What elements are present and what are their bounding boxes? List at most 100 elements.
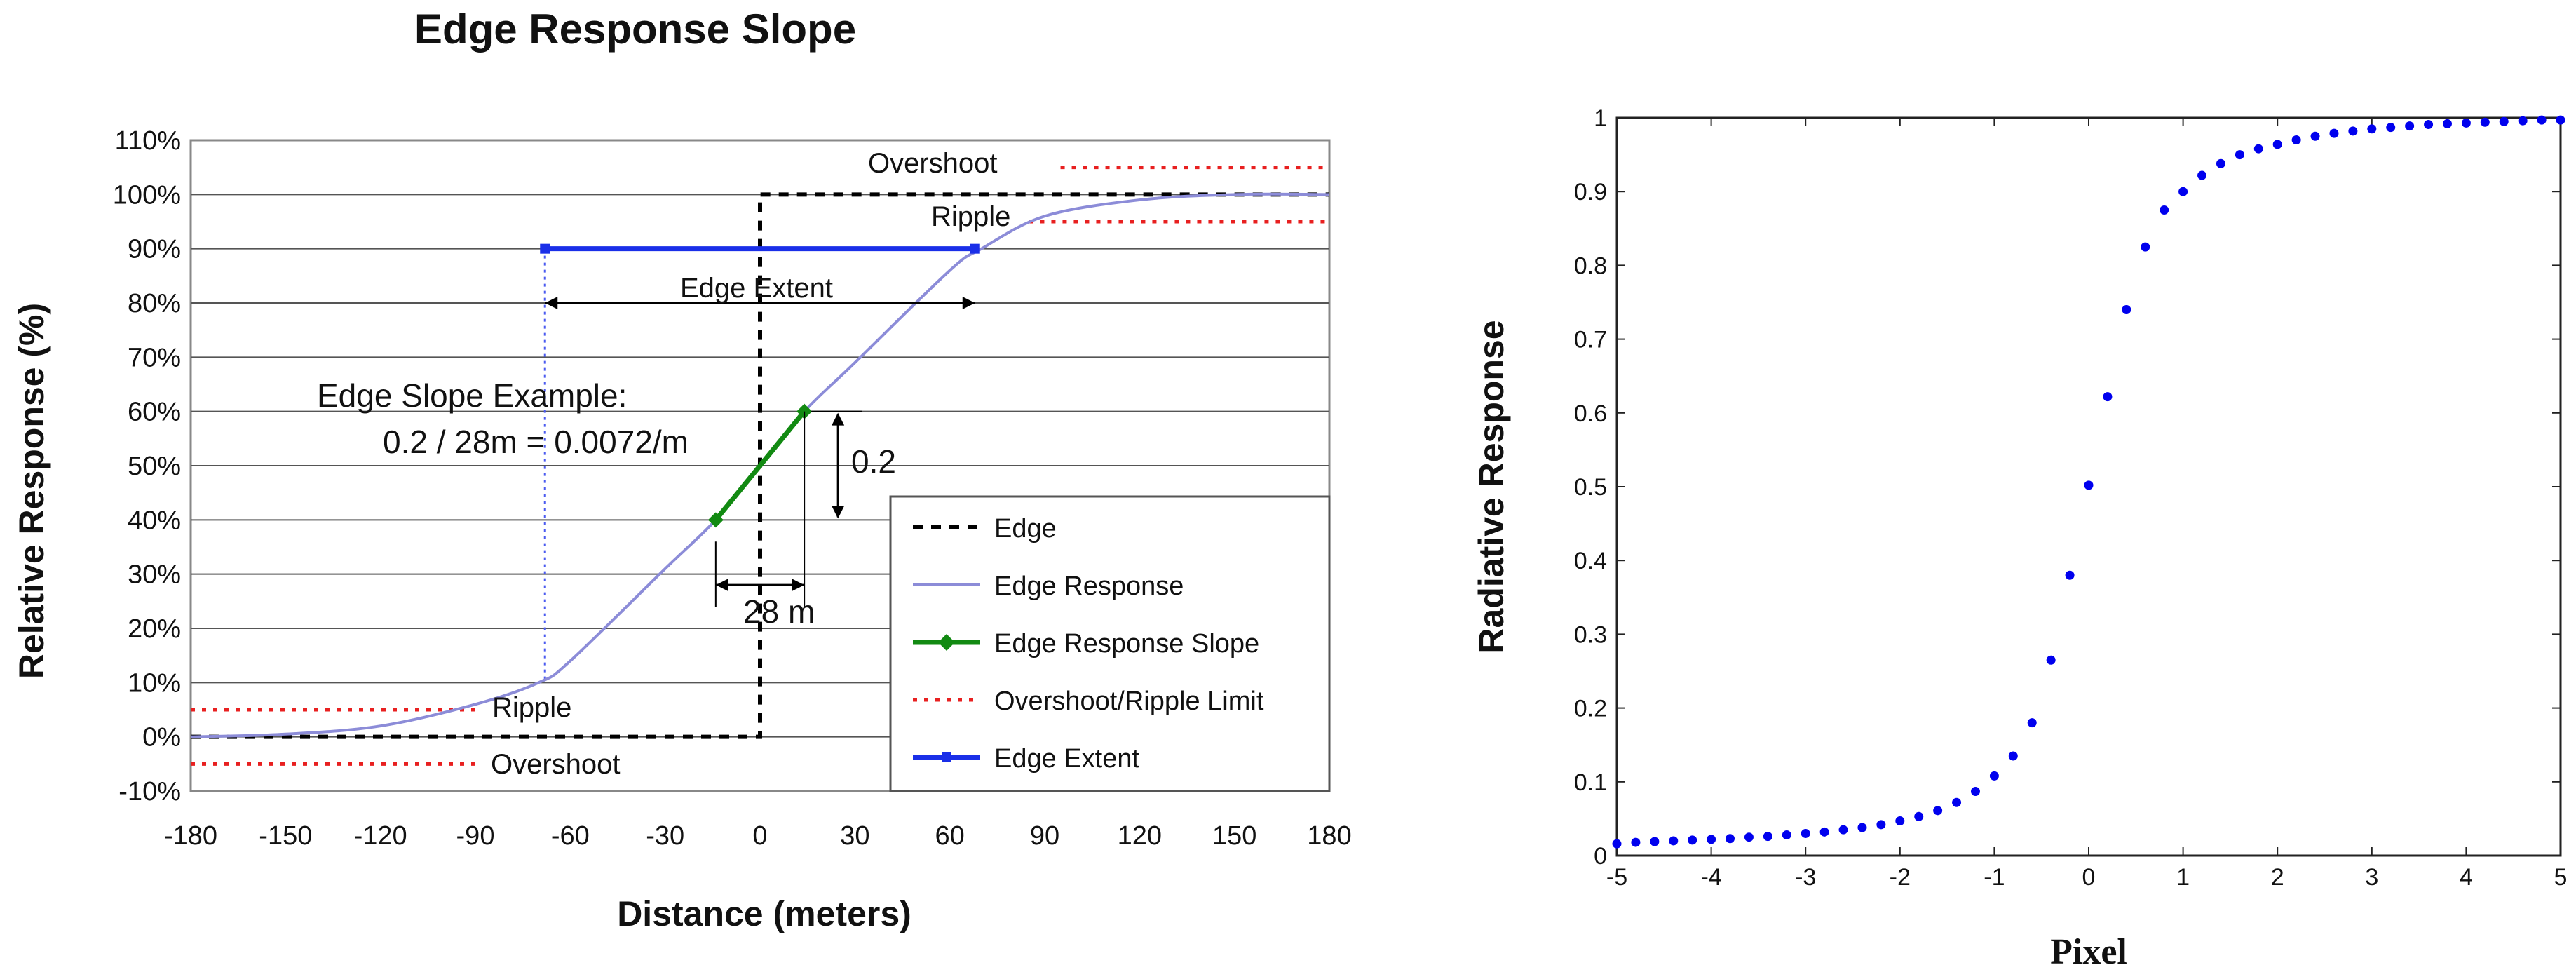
data-point	[2197, 170, 2207, 180]
y-tick-label: 0.5	[1574, 474, 1607, 501]
data-point	[1707, 835, 1716, 844]
data-point	[2046, 655, 2056, 665]
run-arrowhead-right	[792, 579, 805, 592]
x-tick-label: -60	[551, 821, 590, 851]
edge-response-slope-marker	[707, 512, 724, 528]
data-point	[2442, 119, 2452, 128]
legend-swatch-slope-marker	[938, 634, 955, 651]
data-point	[1763, 832, 1772, 842]
annotation-slope-example-line1: Edge Slope Example:	[317, 377, 627, 414]
annotation-run: 28 m	[743, 593, 815, 630]
rise-arrowhead-top	[832, 412, 845, 426]
run-arrowhead-left	[715, 579, 728, 592]
edge-extent-arrowhead-left	[545, 297, 558, 309]
y-tick-label: 20%	[128, 614, 181, 644]
x-tick-label: -4	[1700, 864, 1721, 891]
x-tick-label: -2	[1890, 864, 1911, 891]
legend: Edge Edge Response Edge Response Slope O…	[889, 495, 1331, 792]
y-tick-label: 10%	[128, 668, 181, 698]
radiative-response-chart: 0 0.1 0.2 0.3 0.4 0.5 0.6 0.7 0.8 0.9 1 -5 -4 -3 -2 -1…	[1472, 105, 2567, 972]
edge-response-chart: Edge Response Slope -10% 0% 10% 20% 30% 40% 50…	[12, 6, 1352, 933]
data-point	[2386, 123, 2396, 133]
data-point	[1895, 816, 1905, 826]
x-tick-label: 90	[1030, 821, 1059, 851]
data-point	[1838, 825, 1848, 835]
x-tick-label: 30	[840, 821, 869, 851]
x-tick-label: -3	[1795, 864, 1816, 891]
data-point	[2160, 205, 2169, 215]
data-point	[1989, 771, 1999, 781]
x-tick-label: 3	[2365, 864, 2378, 891]
data-point	[2367, 124, 2377, 134]
y-tick-label: 0.7	[1574, 327, 1607, 353]
data-point	[1970, 786, 1980, 796]
x-tick-label: 60	[935, 821, 965, 851]
y-tick-label: 0%	[142, 723, 181, 752]
x-tick-label: -120	[354, 821, 407, 851]
data-point	[2291, 135, 2301, 145]
data-point	[1952, 797, 1962, 807]
x-tick-label: 0	[2082, 864, 2096, 891]
x-tick-labels: -180 -150 -120 -90 -60 -30 0 30 60 90 120 150 180	[164, 821, 1352, 851]
x-tick-label: -5	[1606, 864, 1627, 891]
annotation-rise: 0.2	[851, 443, 896, 480]
y-tick-label: 0.6	[1574, 400, 1607, 427]
data-point	[2008, 751, 2018, 761]
legend-label-edge-response-slope: Edge Response Slope	[994, 629, 1259, 659]
y-tick-label: 70%	[128, 343, 181, 372]
edge-extent-arrowhead-right	[962, 297, 975, 309]
data-point	[2178, 187, 2188, 196]
y-tick-labels: -10% 0% 10% 20% 30% 40% 50% 60% 70% 80% 90% 100% 110…	[113, 126, 181, 806]
data-point	[1782, 830, 1791, 840]
legend-label-edge-extent: Edge Extent	[994, 744, 1139, 774]
annotation-edge-extent: Edge Extent	[680, 273, 833, 304]
data-point	[2461, 118, 2471, 128]
y-tick-label: 0.1	[1574, 769, 1607, 796]
y-tick-label: 30%	[128, 560, 181, 590]
x-tick-label: -90	[456, 821, 495, 851]
legend-label-edge-response: Edge Response	[994, 572, 1184, 601]
annotation-slope-example-line2: 0.2 / 28m = 0.0072/m	[383, 424, 689, 460]
y-tick-labels-right: 0 0.1 0.2 0.3 0.4 0.5 0.6 0.7 0.8 0.9 1	[1574, 105, 1607, 870]
x-tick-labels-right: -5 -4 -3 -2 -1 0 1 2 3 4 5	[1606, 864, 2568, 891]
y-tick-label: 100%	[113, 180, 181, 210]
data-point	[2424, 119, 2434, 129]
data-point	[1819, 827, 1829, 837]
rise-arrowhead-bottom	[832, 506, 845, 519]
data-point	[1914, 811, 1924, 821]
y-tick-label: 60%	[128, 398, 181, 427]
data-point	[2405, 121, 2415, 131]
y-tick-label: 110%	[115, 126, 181, 156]
data-point	[2499, 116, 2509, 126]
data-point	[1876, 820, 1886, 830]
x-tick-label: -30	[646, 821, 684, 851]
x-axis-title-right: Pixel	[2050, 932, 2127, 972]
legend-swatch-extent-marker	[942, 752, 951, 762]
data-point	[2216, 158, 2225, 168]
data-point	[1857, 823, 1867, 832]
y-tick-label: 50%	[128, 452, 181, 481]
data-point	[1744, 832, 1754, 842]
data-point	[1631, 837, 1641, 847]
x-tick-label: 4	[2460, 864, 2473, 891]
data-point	[2141, 242, 2150, 252]
y-tick-label: 0.2	[1574, 696, 1607, 722]
data-point	[1688, 835, 1697, 845]
x-tick-label: -1	[1984, 864, 2005, 891]
data-point	[2253, 144, 2263, 154]
y-tick-label: 90%	[128, 235, 181, 264]
edge-extent-marker	[970, 243, 980, 254]
x-tick-label: -180	[164, 821, 217, 851]
x-tick-label: 2	[2271, 864, 2284, 891]
data-point	[2518, 116, 2528, 126]
annotation-overshoot-bottom: Overshoot	[491, 749, 621, 780]
data-point	[2027, 718, 2037, 728]
edge-response-slope-line	[714, 410, 806, 522]
x-tick-label: -150	[259, 821, 312, 851]
y-tick-label: 40%	[128, 506, 181, 535]
data-point	[1669, 836, 1679, 846]
legend-label-edge: Edge	[994, 514, 1057, 544]
data-point	[2537, 115, 2547, 125]
data-point	[1801, 828, 1810, 838]
